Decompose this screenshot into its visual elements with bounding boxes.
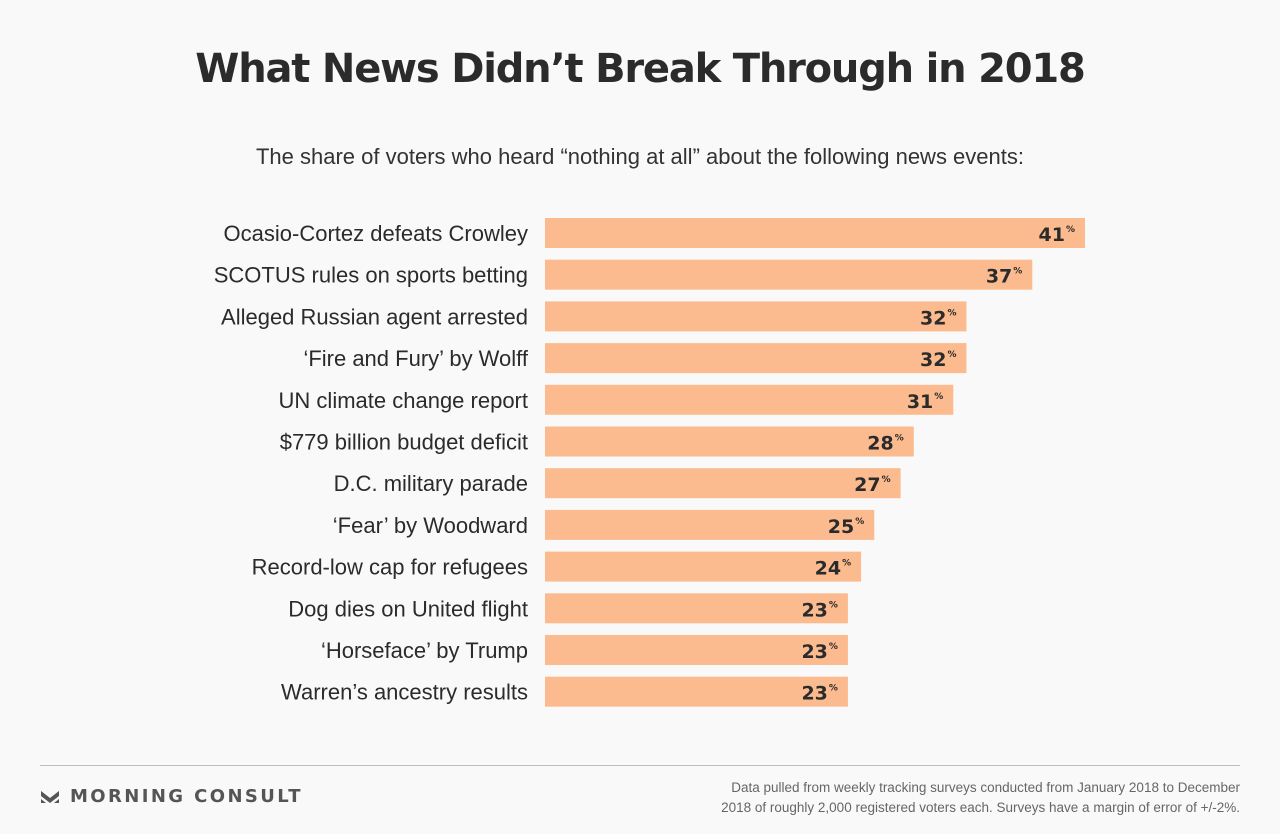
bar xyxy=(545,218,1085,248)
bar xyxy=(545,301,967,332)
morning-consult-logo-icon xyxy=(41,790,59,803)
category-label: Dog dies on United flight xyxy=(288,596,528,621)
value-suffix: % xyxy=(895,434,904,444)
value-label: 23 xyxy=(801,641,827,663)
brand: MORNING CONSULT xyxy=(40,786,303,807)
value-suffix: % xyxy=(1066,225,1075,235)
value-label: 32 xyxy=(920,349,946,371)
value-label: 31 xyxy=(907,391,933,413)
value-suffix: % xyxy=(934,392,943,402)
value-label: 25 xyxy=(828,516,854,538)
category-label: Warren’s ancestry results xyxy=(281,680,528,705)
value-suffix: % xyxy=(947,308,956,318)
category-label: Record-low cap for refugees xyxy=(252,555,528,580)
value-suffix: % xyxy=(882,475,891,485)
category-label: $779 billion budget deficit xyxy=(280,430,528,455)
bar xyxy=(545,509,875,540)
category-label: D.C. military parade xyxy=(334,471,528,496)
footnote: Data pulled from weekly tracking surveys… xyxy=(640,778,1240,818)
category-label: UN climate change report xyxy=(279,388,528,413)
value-label: 32 xyxy=(920,307,946,329)
footnote-line-1: Data pulled from weekly tracking surveys… xyxy=(731,780,1240,795)
bar xyxy=(545,551,862,582)
category-label: Alleged Russian agent arrested xyxy=(221,304,528,329)
value-suffix: % xyxy=(947,350,956,360)
footer-divider xyxy=(40,765,1240,766)
value-suffix: % xyxy=(829,642,838,652)
chart-subtitle: The share of voters who heard “nothing a… xyxy=(255,144,1024,169)
value-suffix: % xyxy=(1013,267,1022,277)
category-label: SCOTUS rules on sports betting xyxy=(214,263,528,288)
bar xyxy=(545,593,848,624)
value-suffix: % xyxy=(842,559,851,569)
brand-name: MORNING CONSULT xyxy=(70,786,303,807)
category-label: Ocasio-Cortez defeats Crowley xyxy=(224,221,528,246)
chart-title: What News Didn’t Break Through in 2018 xyxy=(195,46,1086,92)
value-label: 23 xyxy=(801,683,827,705)
category-label: ‘Fear’ by Woodward xyxy=(333,513,528,538)
value-suffix: % xyxy=(829,600,838,610)
bar xyxy=(545,343,967,374)
bar-chart: Ocasio-Cortez defeats Crowley 41 % SCOTUS r… xyxy=(214,218,1085,707)
bar xyxy=(545,635,848,665)
footnote-line-2: 2018 of roughly 2,000 registered voters … xyxy=(721,800,1240,815)
bar xyxy=(545,384,954,415)
value-label: 28 xyxy=(867,433,893,455)
value-label: 23 xyxy=(801,599,827,621)
bar xyxy=(545,426,914,457)
value-label: 24 xyxy=(815,558,841,580)
bar xyxy=(545,676,848,707)
category-label: ‘Fire and Fury’ by Wolff xyxy=(303,346,528,371)
value-suffix: % xyxy=(855,517,864,527)
value-label: 27 xyxy=(854,474,880,496)
value-suffix: % xyxy=(829,684,838,694)
bar xyxy=(545,259,1033,290)
bar xyxy=(545,468,901,499)
category-label: ‘Horseface’ by Trump xyxy=(321,638,528,663)
value-label: 41 xyxy=(1039,224,1065,246)
value-label: 37 xyxy=(986,266,1012,288)
